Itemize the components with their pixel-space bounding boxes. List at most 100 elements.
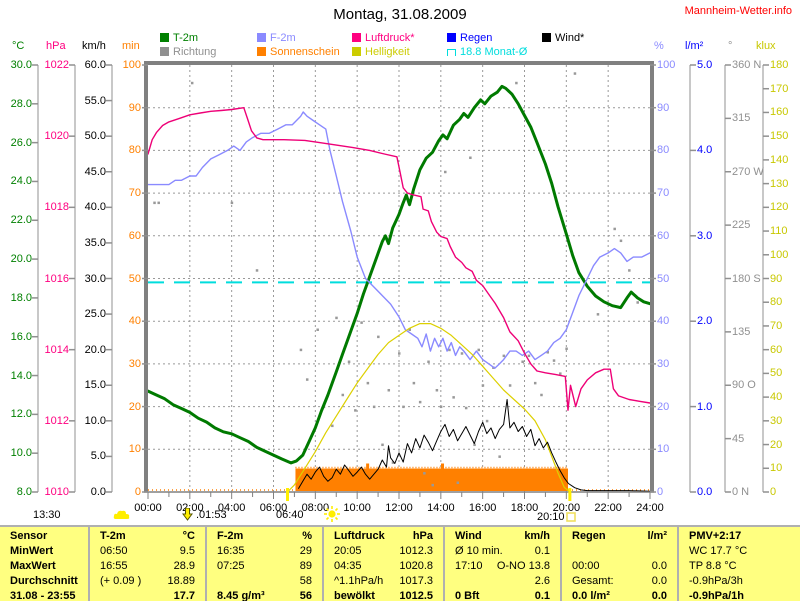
tick-label: 45.0 <box>84 165 106 178</box>
richtung-dot <box>255 269 259 272</box>
axis-header-lm: l/m² <box>685 40 704 52</box>
table-cell: 04:35 1020.8 <box>324 559 441 574</box>
richtung-dot <box>299 348 303 352</box>
axis-header-: ° <box>728 40 733 52</box>
cell-text: 0.0 l/m² <box>572 590 610 601</box>
legend-item-wind-: Wind* <box>542 33 584 44</box>
tick-label: 10 <box>657 443 670 456</box>
cell-text: PMV+2:17 <box>689 530 742 542</box>
tick-label: 20.0 <box>84 343 106 356</box>
tick-label: 225 <box>732 219 751 232</box>
tick-label: 70 <box>657 187 670 200</box>
row-label: Durchschnitt <box>10 575 78 587</box>
row-label: MaxWert <box>10 560 56 572</box>
legend-swatch-icon <box>257 47 266 56</box>
richtung-dot <box>427 360 430 364</box>
cell-text: 20:05 <box>334 545 362 557</box>
legend-label: T-2m <box>173 32 199 44</box>
legend-item-helligkeit: Helligkeit <box>352 47 410 58</box>
table-cell: 17.7 <box>90 589 203 601</box>
tick-label: 1014 <box>44 343 69 356</box>
richtung-dot <box>431 483 434 487</box>
richtung-dot <box>408 328 411 332</box>
cell-value: l/m² <box>647 530 667 542</box>
tick-label: 70 <box>770 319 783 332</box>
richtung-dot <box>448 348 451 352</box>
cell-value: 1020.8 <box>399 560 433 572</box>
legend-swatch-icon <box>160 47 169 56</box>
richtung-dot <box>559 372 562 375</box>
series-luftdruck <box>147 106 651 411</box>
cell-value: °C <box>182 530 195 542</box>
richtung-dot <box>485 419 489 423</box>
richtung-dot <box>435 388 439 392</box>
tick-label: 30 <box>128 357 141 370</box>
tick-label: 10 <box>128 443 141 456</box>
tick-label: 30.0 <box>10 59 32 71</box>
time-label: 24:00 <box>636 502 664 514</box>
cell-value: hPa <box>412 530 433 542</box>
moonrise-time: 13:30 <box>33 509 61 521</box>
richtung-dot <box>508 384 512 387</box>
time-label: 08:00 <box>301 502 330 514</box>
time-label: 20:00 <box>552 502 581 514</box>
table-cell: Ø 10 min. 0.1 <box>445 544 558 559</box>
cell-value <box>790 589 798 601</box>
legend-label: Regen <box>460 32 493 44</box>
tick-label: 10 <box>770 462 783 475</box>
axis-header-kmh: km/h <box>82 40 106 52</box>
tick-label: 80 <box>657 144 670 157</box>
tick-label: 16.0 <box>10 330 32 343</box>
tick-label: 40 <box>657 315 670 328</box>
cell-text: (+ 0.09 ) <box>100 575 142 587</box>
cell-value: 17.7 <box>173 590 195 601</box>
cell-value <box>790 529 798 544</box>
table-header-row: Sensor T-2m °C F-2m% Luftdruck hPa Wind km/h Reg… <box>0 529 800 544</box>
tick-label: 0 N <box>732 486 750 498</box>
tick-label: 70 <box>128 187 141 200</box>
richtung-dot <box>477 348 480 352</box>
tick-label: 80 <box>770 296 783 309</box>
cell-text: -0.9hPa/1h <box>689 590 745 601</box>
cell-value: 29 <box>299 545 312 557</box>
table-cell: -0.9hPa/1h <box>679 589 798 601</box>
weather-chart <box>32 61 769 501</box>
richtung-dot <box>464 406 468 410</box>
table-cell: 20:05 1012.3 <box>324 544 441 559</box>
cell-text: Ø 10 min. <box>455 545 503 557</box>
time-label: 06:00 <box>259 502 288 514</box>
tick-label: 12.0 <box>10 408 32 421</box>
richtung-dot <box>628 269 631 272</box>
time-label: 16:00 <box>468 502 497 514</box>
sunset-icon <box>566 512 576 522</box>
richtung-dot <box>619 239 623 243</box>
axis-header-: % <box>654 40 664 52</box>
cell-value <box>790 559 798 574</box>
richtung-dot <box>402 405 405 409</box>
richtung-dot <box>573 72 577 75</box>
cell-text <box>207 574 217 589</box>
richtung-dot <box>190 81 194 85</box>
tick-label: 150 <box>770 130 789 143</box>
legend-label: Sonnenschein <box>270 46 340 58</box>
legend-item-richtung: Richtung <box>160 47 216 58</box>
table-separator <box>677 527 679 601</box>
richtung-dot <box>341 393 345 397</box>
richtung-dot <box>456 481 460 485</box>
tick-label: 5.0 <box>697 59 713 71</box>
cell-text: 16:55 <box>100 560 128 572</box>
table-cell: TP 8.8 °C <box>679 559 798 574</box>
table-cell: Regen l/m² <box>562 529 675 544</box>
site-link[interactable]: Mannheim-Wetter.info <box>684 5 792 17</box>
legend-label: Richtung <box>173 46 217 58</box>
tick-label: 50 <box>128 272 141 285</box>
table-cell: -0.9hPa/3h <box>679 574 798 589</box>
cell-value: 28.9 <box>173 560 195 572</box>
richtung-dot <box>533 381 537 385</box>
richtung-dot <box>381 443 384 447</box>
richtung-dot <box>391 461 395 464</box>
sunset-time: 20:10 <box>537 511 565 523</box>
table-separator <box>560 527 562 601</box>
series-f-2m <box>147 111 651 369</box>
richtung-dot <box>444 170 447 174</box>
